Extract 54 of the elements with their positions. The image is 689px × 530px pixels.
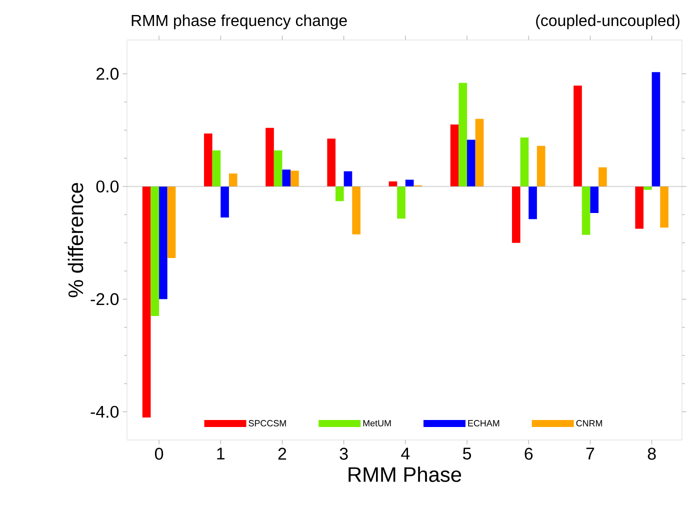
bar (467, 140, 476, 186)
x-axis-title: RMM Phase (348, 466, 462, 482)
bar (290, 170, 299, 186)
x-tick-label: 6 (524, 448, 533, 460)
bar (282, 170, 291, 186)
bar (528, 186, 537, 220)
x-tick-label: 2 (278, 448, 286, 460)
legend-label: SPCCSM (248, 420, 286, 426)
chart-subtitle: (coupled-uncoupled) (536, 14, 680, 30)
bar (266, 128, 274, 186)
bar (344, 171, 352, 186)
legend-label: MetUM (363, 420, 391, 426)
bar (475, 118, 484, 186)
bar (536, 146, 546, 186)
x-tick-label: 8 (648, 448, 656, 460)
bar (150, 186, 160, 316)
bar (212, 150, 221, 186)
bar (512, 186, 520, 243)
x-tick-label: 7 (586, 448, 594, 460)
bar (204, 134, 212, 186)
bar (635, 186, 644, 229)
bar (220, 186, 229, 218)
bar (520, 137, 529, 186)
bar (450, 124, 459, 186)
chart-title: RMM phase frequency change (132, 14, 347, 30)
y-axis-title: % difference (68, 182, 84, 298)
y-tick-label: 2.0 (96, 68, 119, 80)
bar (352, 186, 360, 234)
bar (590, 186, 599, 213)
bar (574, 86, 582, 186)
legend-label: CNRM (576, 420, 602, 426)
bar (336, 186, 344, 202)
bar (660, 186, 668, 228)
x-tick-label: 3 (340, 448, 348, 460)
y-tick-label: -4.0 (90, 406, 119, 418)
bar (652, 72, 660, 186)
legend-label: ECHAM (468, 420, 500, 426)
bar (274, 150, 282, 186)
bar (142, 186, 151, 418)
x-tick-label: 0 (154, 448, 164, 460)
bar (397, 186, 406, 219)
y-tick-label: -2.0 (90, 293, 119, 306)
bar (159, 186, 168, 300)
x-tick-label: 1 (217, 448, 225, 460)
bar (167, 186, 176, 258)
bar (405, 180, 414, 186)
x-tick-label: 5 (462, 448, 472, 460)
bar (228, 174, 238, 186)
bar (582, 186, 590, 235)
y-tick-label: 0.0 (96, 180, 119, 192)
bar (598, 167, 607, 186)
bar (327, 138, 336, 186)
bar (458, 82, 468, 186)
x-tick-label: 4 (401, 448, 410, 460)
